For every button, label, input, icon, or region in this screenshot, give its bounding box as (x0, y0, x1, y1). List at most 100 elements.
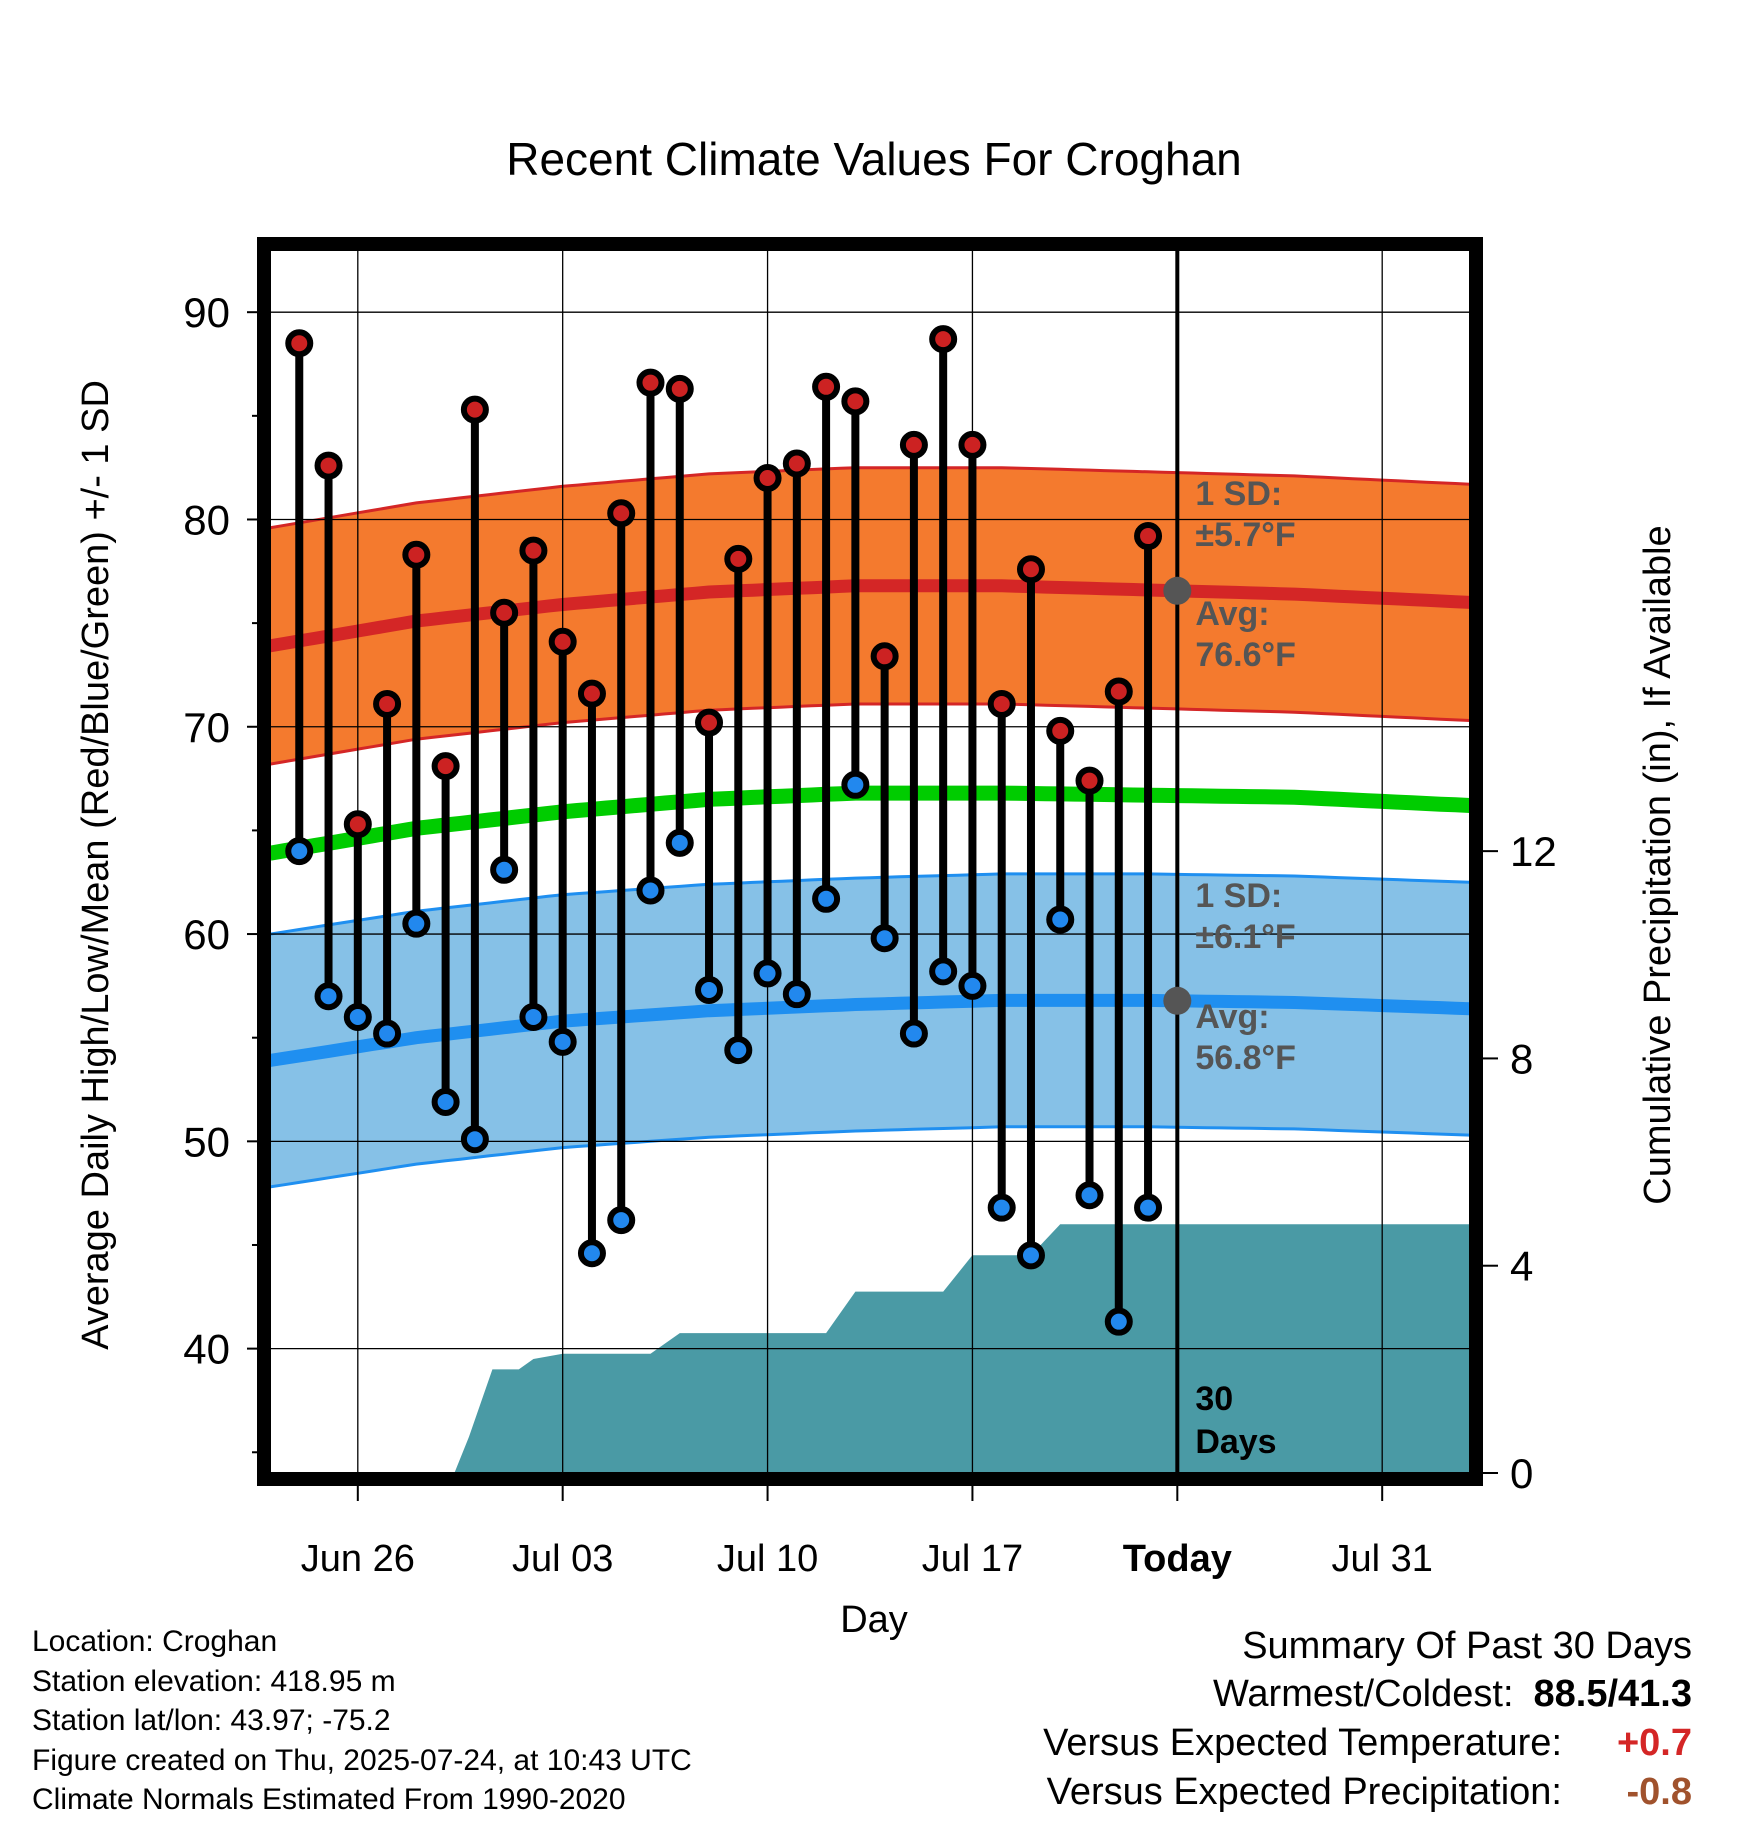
plot-frame (257, 237, 1483, 1486)
precip-departure-value: -0.8 (1626, 1771, 1692, 1813)
summary-title: Summary Of Past 30 Days (1242, 1625, 1692, 1667)
daily-low-point (958, 971, 987, 1000)
elevation-text: Station elevation: 418.95 m (32, 1664, 396, 1698)
daily-high-point (665, 374, 694, 403)
daily-low-point (519, 1002, 548, 1031)
daily-low-point (841, 770, 870, 799)
daily-low-point (314, 982, 343, 1011)
y2-tick-label: 4 (1510, 1243, 1533, 1290)
daily-high-point (987, 689, 1016, 718)
daily-low-point (812, 884, 841, 913)
low-sd-annotation-label: 1 SD: (1195, 877, 1282, 915)
x-tick-label: Jun 26 (301, 1538, 415, 1580)
daily-high-point (314, 451, 343, 480)
latlon-text: Station lat/lon: 43.97; -75.2 (32, 1704, 391, 1737)
daily-low-point (724, 1036, 753, 1065)
daily-high-point (870, 642, 899, 671)
daily-low-point (490, 855, 519, 884)
daily-low-point (548, 1027, 577, 1056)
daily-low-point (665, 828, 694, 857)
y2-axis-label: Cumulative Precipitation (in), If Availa… (1637, 525, 1679, 1204)
y-axis-label: Average Daily High/Low/Mean (Red/Blue/Gr… (75, 380, 117, 1350)
daily-low-point (1016, 1241, 1045, 1270)
y-tick-label: 80 (183, 496, 230, 543)
normal-low-line (270, 993, 1470, 1067)
daily-low-point (1075, 1181, 1104, 1210)
daily-high-point (753, 464, 782, 493)
low-sd-annotation-value: ±6.1°F (1195, 918, 1295, 956)
daily-low-point (636, 876, 665, 905)
daily-high-point (607, 499, 636, 528)
y2-tick-label: 0 (1510, 1450, 1533, 1497)
high-band-lower-edge (270, 702, 1470, 766)
daily-high-point (519, 536, 548, 565)
daily-high-point (899, 430, 928, 459)
daily-low-point (343, 1002, 372, 1031)
daily-high-point (1016, 555, 1045, 584)
precip-departure-label: Versus Expected Precipitation: (1046, 1771, 1562, 1813)
daily-low-point (373, 1019, 402, 1048)
days-annotation-line2: Days (1195, 1423, 1276, 1461)
daily-high-point (343, 810, 372, 839)
daily-high-point (695, 708, 724, 737)
y-tick-label: 50 (183, 1118, 230, 1165)
location-text: Location: Croghan (32, 1625, 278, 1658)
warmest-coldest-value: 88.5/41.3 (1533, 1673, 1692, 1715)
x-tick-label: Jul 03 (512, 1538, 613, 1580)
x-tick-label: Jul 31 (1331, 1538, 1432, 1580)
daily-low-point (929, 957, 958, 986)
daily-low-point (782, 980, 811, 1009)
high-avg-annotation-label: Avg: (1195, 595, 1269, 633)
daily-low-point (899, 1019, 928, 1048)
daily-low-point (285, 837, 314, 866)
temp-departure-label: Versus Expected Temperature: (1043, 1722, 1562, 1764)
daily-high-point (431, 752, 460, 781)
daily-high-point (373, 689, 402, 718)
daily-high-point (460, 395, 489, 424)
normal-high-line (270, 579, 1470, 653)
daily-high-point (285, 329, 314, 358)
normals-note-text: Climate Normals Estimated From 1990-2020 (32, 1783, 626, 1816)
high-sd-annotation-value: ±5.7°F (1195, 516, 1295, 554)
temp-departure-row: Versus Expected Temperature: +0.7 (1043, 1719, 1692, 1768)
chart-title: Recent Climate Values For Croghan (506, 133, 1241, 185)
created-text: Figure created on Thu, 2025-07-24, at 10… (32, 1743, 692, 1777)
today-high-avg-marker (1163, 576, 1192, 605)
y-tick-label: 40 (183, 1326, 230, 1373)
days-annotation-line1: 30 (1195, 1380, 1233, 1418)
summary-panel: Summary Of Past 30 Days Warmest/Coldest:… (1043, 1622, 1692, 1817)
daily-high-point (724, 544, 753, 573)
daily-high-point (548, 627, 577, 656)
warmest-coldest-row: Warmest/Coldest: 88.5/41.3 (1043, 1670, 1692, 1719)
x-tick-label: Today (1123, 1538, 1232, 1580)
daily-high-point (1104, 677, 1133, 706)
x-tick-label: Jul 10 (717, 1538, 818, 1580)
daily-high-point (958, 430, 987, 459)
daily-low-point (870, 924, 899, 953)
daily-low-point (577, 1239, 606, 1268)
y2-tick-label: 12 (1510, 828, 1557, 875)
daily-low-point (1046, 905, 1075, 934)
daily-low-point (753, 959, 782, 988)
daily-high-point (402, 540, 431, 569)
today-low-avg-marker (1163, 986, 1192, 1015)
daily-high-point (1075, 766, 1104, 795)
daily-high-point (636, 368, 665, 397)
high-avg-annotation-value: 76.6°F (1195, 636, 1296, 674)
x-tick-label: Jul 17 (922, 1538, 1023, 1580)
daily-high-point (782, 449, 811, 478)
high-sd-annotation-label: 1 SD: (1195, 475, 1282, 513)
precip-departure-row: Versus Expected Precipitation: -0.8 (1043, 1768, 1692, 1817)
low-band-upper-edge (270, 872, 1470, 936)
daily-low-point (1134, 1193, 1163, 1222)
daily-high-point (841, 387, 870, 416)
high-sd-band (270, 467, 1470, 765)
warmest-coldest-label: Warmest/Coldest: (1212, 1673, 1514, 1715)
daily-high-point (490, 598, 519, 627)
normal-mean-line (270, 785, 1470, 861)
daily-high-point (1134, 522, 1163, 551)
daily-high-point (1046, 716, 1075, 745)
daily-low-point (695, 976, 724, 1005)
